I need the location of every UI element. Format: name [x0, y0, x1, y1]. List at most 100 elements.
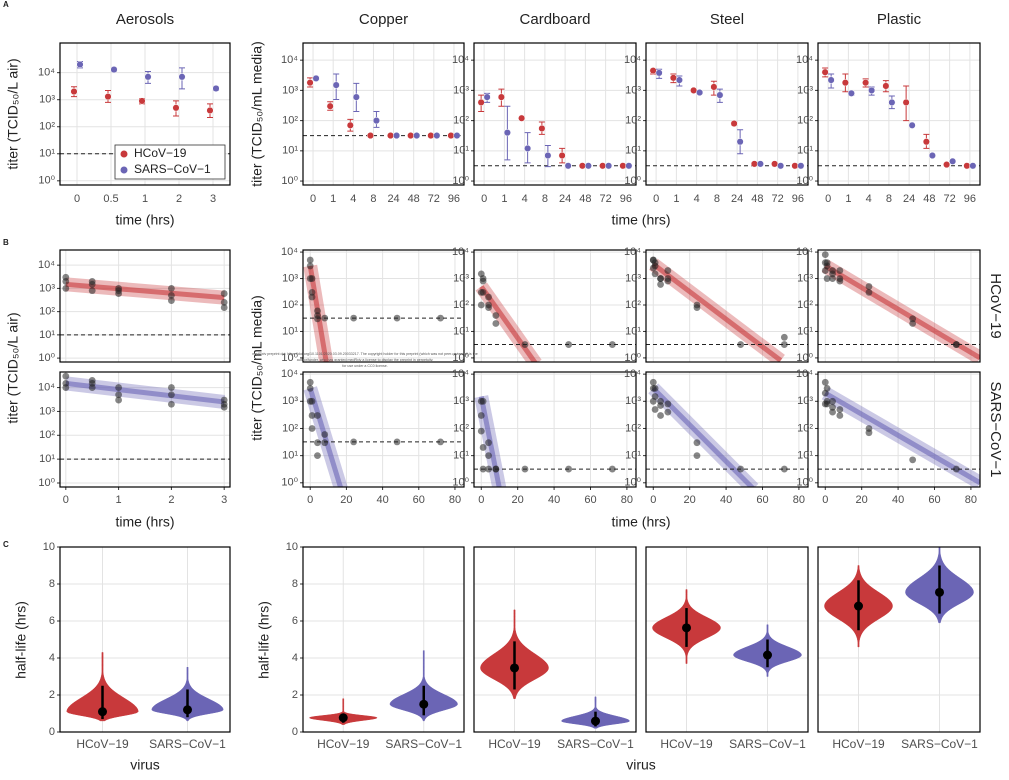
point — [847, 89, 855, 97]
point — [657, 281, 664, 288]
tick-label: 10³ — [39, 94, 55, 106]
tick-label: 0 — [478, 494, 484, 506]
plot-area — [60, 372, 230, 460]
tick-label: 6 — [292, 615, 298, 627]
point — [220, 290, 228, 297]
x-tick-label: 2 — [176, 193, 182, 205]
plot-border — [645, 546, 809, 733]
tick-label: 10⁴ — [281, 246, 298, 258]
tick-label: 10² — [625, 299, 641, 311]
point — [62, 384, 70, 391]
x-axis-label: time (hrs) — [115, 212, 174, 228]
tick-label: 10⁴ — [38, 381, 55, 393]
point — [657, 402, 664, 409]
median — [98, 707, 107, 717]
tick-label: 10⁰ — [281, 175, 298, 187]
tick-label: 10⁴ — [796, 368, 813, 380]
x-tick-label: HCoV−19 — [488, 737, 541, 751]
tick-label: 10³ — [282, 272, 298, 284]
point — [771, 160, 779, 168]
tick-label: 10³ — [453, 272, 469, 284]
point — [565, 341, 573, 348]
x-tick-label: 96 — [964, 193, 976, 205]
x-tick-label: HCoV−19 — [317, 737, 370, 751]
tick-label: 10² — [282, 422, 298, 434]
point — [693, 452, 701, 460]
point — [836, 406, 844, 413]
x-tick-label: 1 — [142, 193, 148, 205]
point — [675, 76, 683, 84]
point — [62, 372, 70, 380]
tick-label: 10¹ — [625, 145, 641, 157]
point — [497, 93, 505, 101]
x-tick-label: 24 — [387, 193, 399, 205]
plot-border — [817, 249, 981, 363]
tick-label: 10² — [625, 115, 641, 127]
point — [387, 132, 395, 140]
point — [836, 277, 844, 285]
point — [167, 400, 175, 408]
point — [321, 439, 329, 447]
x-tick-label: 48 — [751, 193, 763, 205]
point — [737, 341, 745, 348]
point — [625, 162, 633, 170]
panel-title: Copper — [359, 11, 408, 28]
x-tick-label: 72 — [944, 193, 956, 205]
point — [212, 84, 220, 93]
point — [823, 384, 831, 392]
plot-background — [303, 250, 464, 362]
point — [306, 384, 314, 392]
point — [479, 397, 487, 405]
tick-label: 10⁴ — [281, 368, 298, 380]
legend-label: HCoV−19 — [134, 146, 187, 160]
tick-label: 2 — [168, 494, 174, 506]
point — [949, 157, 957, 165]
point — [479, 444, 487, 451]
plot-border — [473, 249, 637, 363]
tick-label: 10¹ — [39, 329, 55, 341]
plot-border — [817, 371, 981, 488]
tick-label: 10⁰ — [452, 477, 469, 489]
point — [836, 412, 844, 419]
tick-label: 10⁰ — [38, 352, 55, 364]
point — [308, 412, 316, 419]
tick-label: 10⁴ — [38, 259, 55, 271]
plot-border — [59, 546, 231, 733]
tick-label: 10⁴ — [796, 246, 813, 258]
point — [657, 275, 664, 282]
point — [649, 67, 657, 75]
point — [314, 312, 321, 319]
point — [608, 465, 616, 473]
point — [413, 132, 421, 140]
plot-background — [646, 372, 808, 487]
tick-label: 10¹ — [282, 325, 298, 337]
point — [908, 121, 916, 129]
point — [144, 73, 152, 81]
point — [427, 132, 435, 140]
point — [664, 267, 672, 274]
y-axis-label: titer (TCID₅₀/mL media) — [249, 41, 265, 187]
tick-label: 10⁰ — [796, 352, 813, 364]
plot-background — [474, 547, 636, 732]
tick-label: 10 — [43, 541, 55, 553]
tick-label: 40 — [376, 494, 388, 506]
point — [651, 406, 659, 413]
point — [690, 86, 698, 94]
x-tick-label: 72 — [428, 193, 440, 205]
tick-label: 10¹ — [282, 145, 298, 157]
point — [578, 162, 586, 170]
tick-label: 10⁴ — [452, 246, 469, 258]
point — [178, 73, 186, 81]
tick-label: 2 — [292, 689, 298, 701]
watermark: for use under a CC0 license. — [342, 364, 388, 368]
point — [780, 465, 788, 473]
plot-area — [646, 378, 808, 487]
tick-label: 10² — [797, 115, 813, 127]
tick-label: 10⁴ — [452, 54, 469, 66]
tick-label: 10 — [286, 541, 298, 553]
point — [115, 384, 123, 391]
x-axis-label: time (hrs) — [115, 514, 174, 530]
plot-background — [303, 43, 464, 185]
point — [479, 465, 487, 473]
